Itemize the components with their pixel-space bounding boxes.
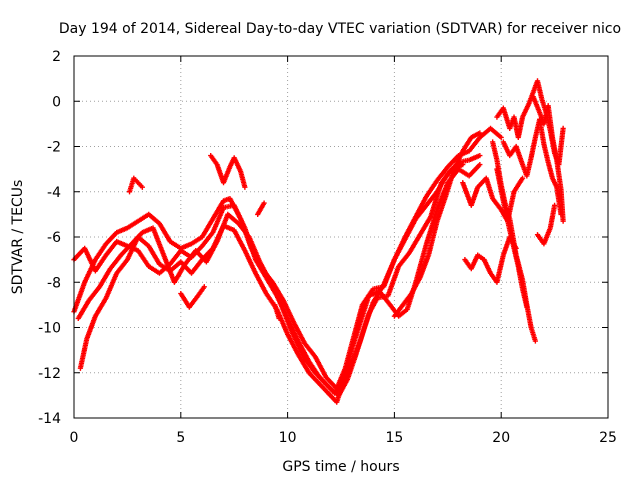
data-points — [71, 78, 566, 405]
plot-frame — [73, 55, 609, 419]
x-tick-label: 15 — [385, 430, 403, 446]
data-point-dip-1 — [201, 284, 207, 290]
data-point-track-12 — [560, 218, 566, 224]
chart-title: Day 194 of 2014, Sidereal Day-to-day VTE… — [59, 21, 621, 37]
y-tick-label: 2 — [52, 49, 61, 65]
y-tick-label: -8 — [47, 275, 61, 291]
data-point-track-6 — [519, 175, 526, 181]
data-point-track-8 — [532, 338, 538, 344]
data-point-track-10 — [560, 125, 566, 131]
y-tick-label: -14 — [38, 411, 61, 427]
x-axis-label: GPS time / hours — [282, 459, 399, 475]
x-tick-label: 10 — [279, 430, 297, 446]
data-point-spike-1 — [139, 184, 145, 190]
data-point-track-9 — [524, 304, 530, 310]
data-point-track-13 — [552, 202, 558, 208]
data-point-track-2 — [477, 152, 483, 159]
y-tick-label: 0 — [52, 94, 61, 110]
y-tick-label: -4 — [47, 185, 61, 201]
y-axis-label: SDTVAR / TECUs — [10, 180, 26, 295]
x-tick-label: 20 — [492, 430, 510, 446]
data-point-track-5 — [477, 130, 483, 136]
x-tick-label: 0 — [70, 430, 79, 446]
data-point-track-3 — [477, 162, 483, 168]
data-point-track-4 — [460, 162, 466, 168]
axis-ticks: 0 5 10 15 20 25 -14 -12 -10 -8 -6 -4 -2 0 2 — [38, 49, 617, 446]
y-tick-label: -2 — [47, 140, 61, 156]
data-point-spike-2 — [242, 184, 248, 190]
data-point-track-1 — [498, 134, 504, 141]
x-tick-label: 5 — [176, 430, 185, 446]
x-tick-label: 25 — [599, 430, 617, 446]
y-tick-label: -10 — [38, 321, 61, 337]
data-point-spike-3 — [261, 200, 267, 206]
data-point-dip-2 — [276, 315, 282, 322]
y-tick-label: -12 — [38, 366, 61, 382]
y-tick-label: -6 — [47, 230, 61, 246]
